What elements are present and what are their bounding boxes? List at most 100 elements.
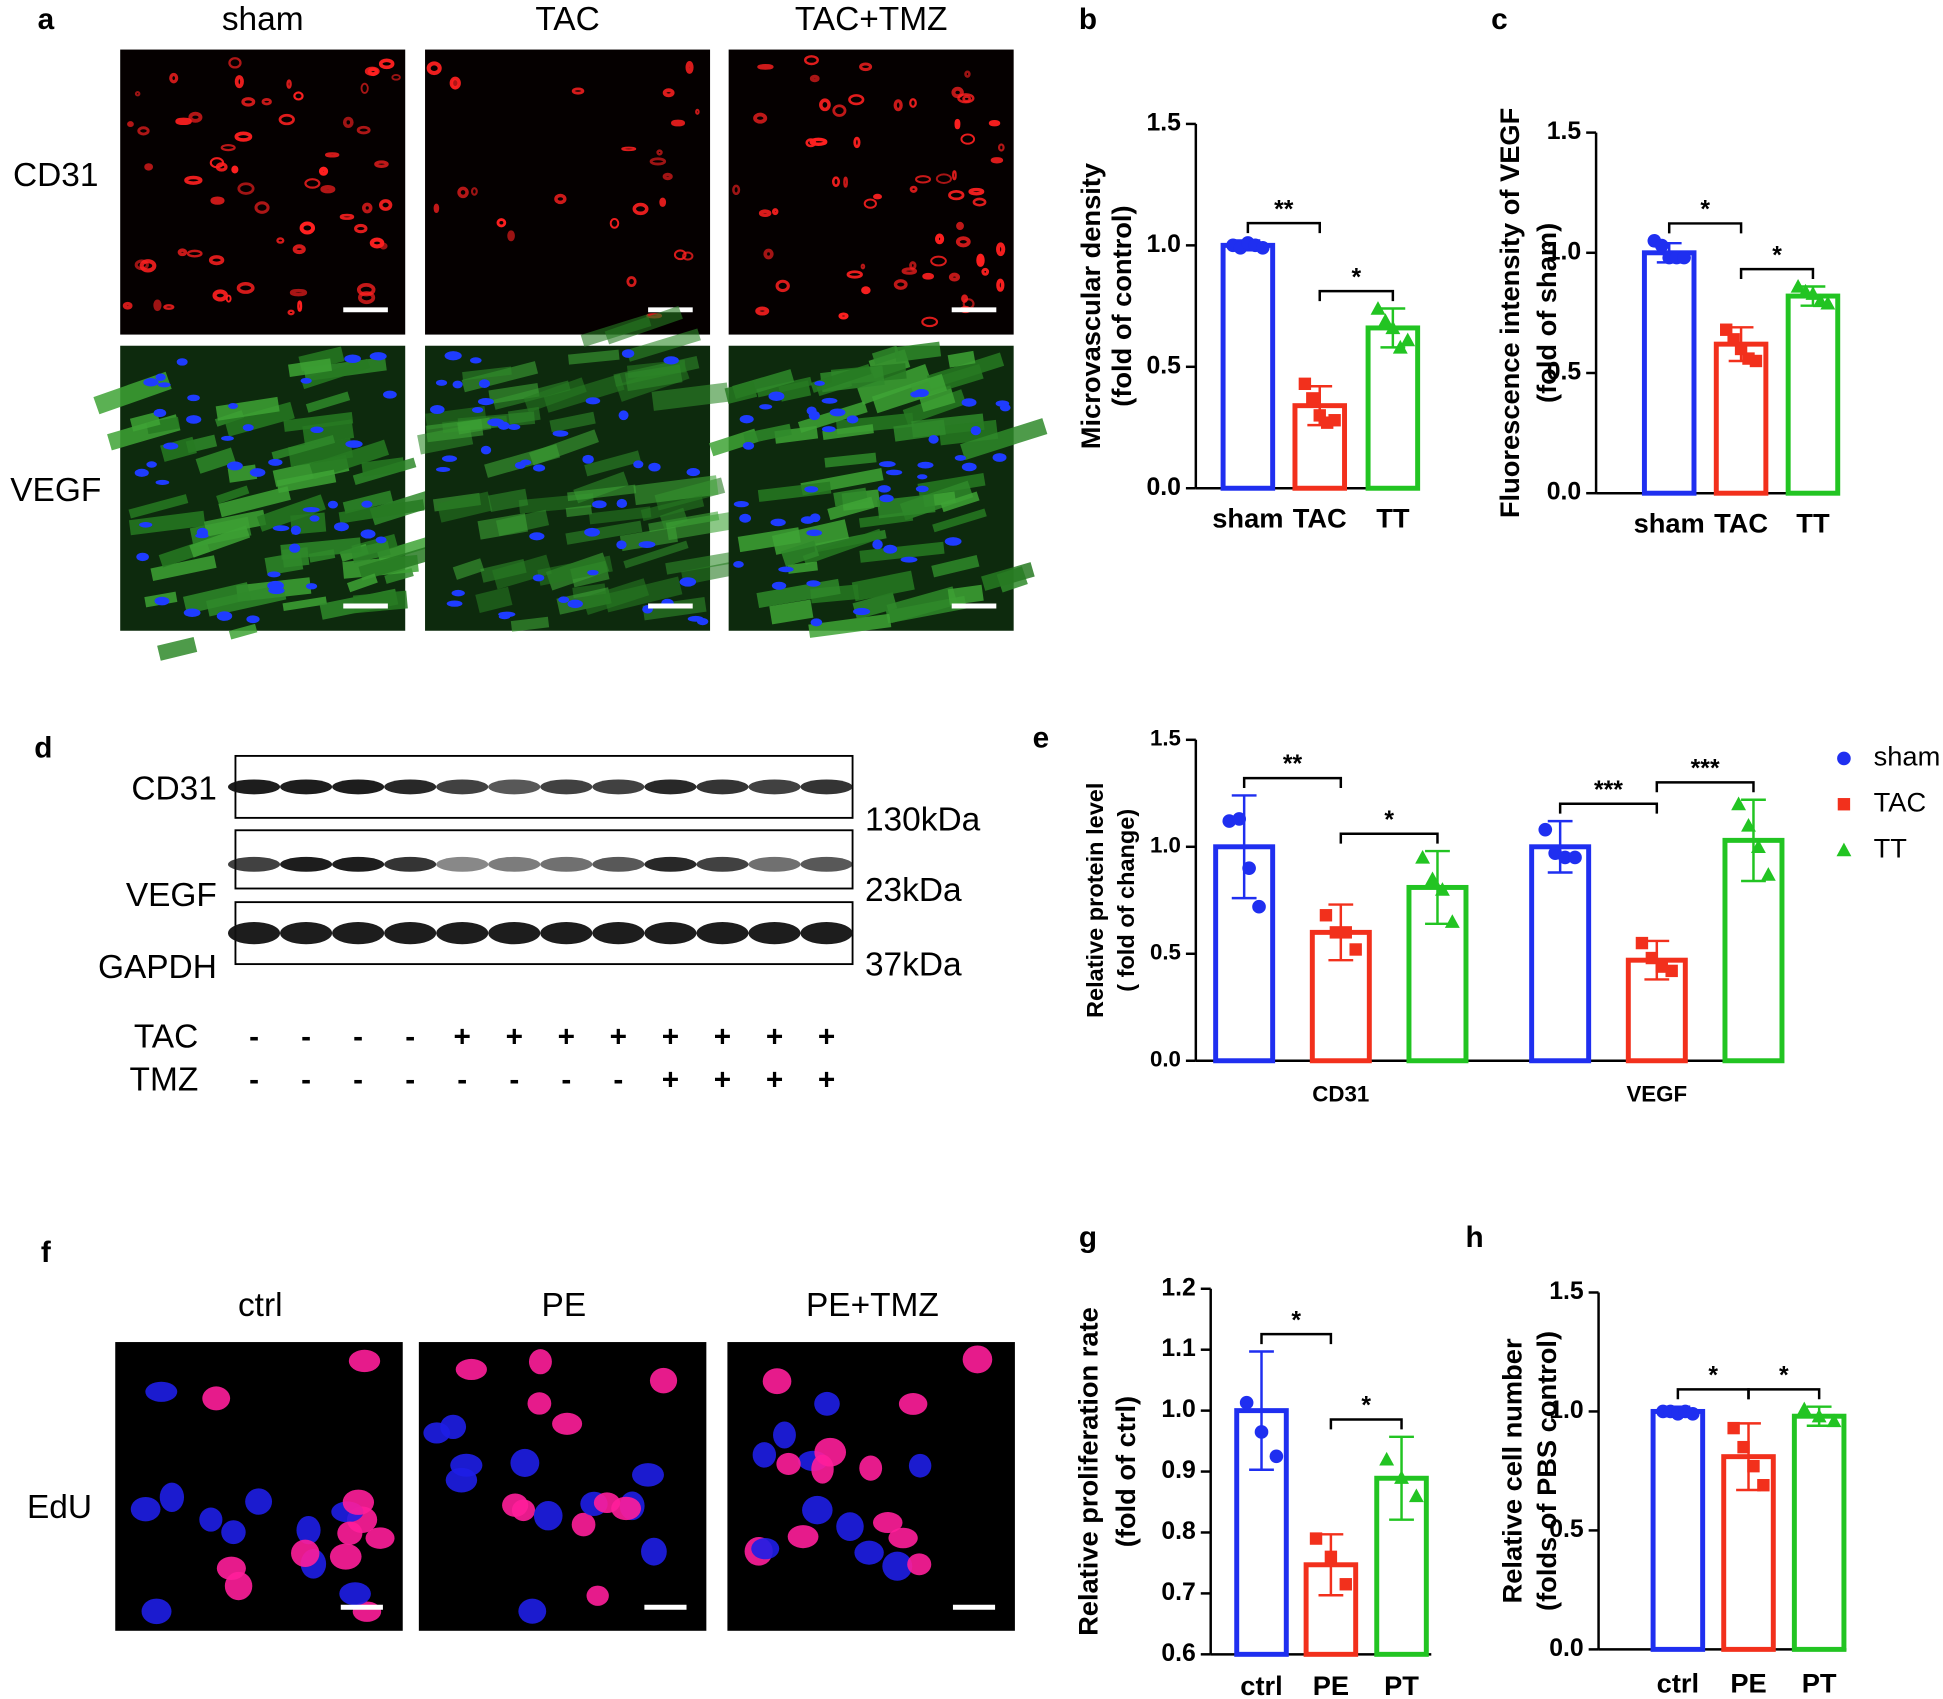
significance-label: * [1361,1393,1371,1420]
vessel [324,152,340,158]
nucleus [687,615,704,622]
nucleus [961,462,977,472]
y-axis-label: (fold of ctrl) [1110,1396,1141,1547]
y-axis-label: Microvascular density [1075,162,1106,449]
data-point [1790,279,1806,293]
nucleus [226,461,243,471]
nucleus [497,421,510,430]
significance-bracket [1667,222,1743,234]
nucleus [910,391,921,398]
blot-band [748,921,801,945]
nucleus [527,1392,552,1415]
vessel [695,108,700,115]
fiber [582,578,650,615]
data-point [1820,295,1836,310]
vessel [287,309,295,316]
data-point [1655,960,1668,973]
nucleus [469,357,482,364]
vessel [955,236,971,248]
vessel [621,146,637,152]
legend-label: TT [1874,832,1908,863]
x-tick-label: sham [1212,503,1283,534]
fiber [894,341,942,362]
nucleus [616,498,628,509]
fiber [769,599,814,625]
y-tick-label: 1.0 [1161,1396,1195,1423]
nucleus [571,1512,596,1537]
nucleus [507,424,521,431]
nucleus [883,544,898,554]
fiber [475,586,513,614]
nucleus [582,454,594,464]
fiber [157,636,198,661]
nucleus [342,1489,375,1515]
nucleus [611,1496,642,1521]
nucleus [649,1367,678,1394]
nucleus [592,500,607,509]
y-tick-label: 1.5 [1547,118,1582,145]
fiber [128,510,206,536]
data-point [1339,1578,1352,1591]
panel-letter: d [34,732,52,765]
nucleus [751,1538,780,1560]
blot-band [592,856,645,872]
vessel [957,93,975,104]
nucleus [810,618,823,627]
nucleus [873,1512,903,1534]
vessel [177,248,188,257]
fiber [567,484,637,502]
nucleus [558,596,570,603]
fiber [271,435,336,461]
vessel [626,276,637,288]
fiber [281,547,310,568]
panel-letter: e [1033,722,1050,755]
vessel [861,286,871,295]
significance-label: * [1384,807,1394,834]
nucleus [327,500,339,509]
fiber [960,418,1048,461]
blot-band [488,856,541,872]
vessel [297,300,303,312]
nucleus [145,1381,178,1402]
significance-bracket [1318,289,1395,302]
micrograph [93,345,461,661]
vessel [210,196,225,205]
nucleus [139,522,153,528]
significance-bracket [1676,1388,1750,1400]
vessel [153,299,162,312]
nucleus [155,373,166,382]
nucleus [962,1345,993,1374]
nucleus [663,356,679,365]
nucleus [854,1540,884,1565]
blot-band [644,856,697,872]
x-tick-label: PT [1802,1668,1837,1699]
micrograph [709,341,1048,638]
fiber [808,613,892,638]
y-tick-label: 1.0 [1547,238,1581,265]
nucleus [480,445,492,455]
y-axis-label: (fold of sham) [1531,223,1562,403]
blot-band [592,779,645,795]
nucleus [249,468,266,477]
vessel [342,116,354,129]
fiber [150,555,217,582]
vessel [859,62,873,72]
data-point [1727,333,1740,346]
treatment-sign: - [301,1064,311,1097]
vessel [804,55,819,66]
treatment-sign: - [301,1020,311,1053]
vessel [339,213,355,220]
vessel [186,249,203,258]
fiber [346,573,378,593]
nucleus [450,1453,483,1477]
nucleus [242,424,254,432]
vessel [496,218,507,228]
nucleus [618,410,629,421]
nucleus [806,580,821,587]
vessel [935,173,953,184]
blot-band [696,856,749,872]
nucleus [305,583,318,590]
vessel [853,136,861,149]
treatment-sign: + [818,1020,835,1053]
vessel [860,263,866,270]
